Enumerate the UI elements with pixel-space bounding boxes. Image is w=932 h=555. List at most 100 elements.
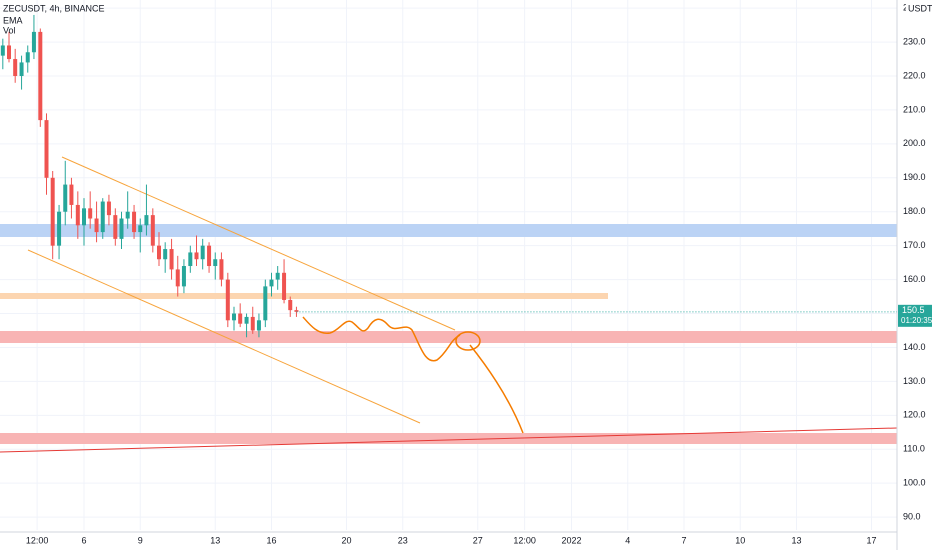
x-tick-label: 23: [398, 535, 408, 545]
candle-body: [294, 310, 299, 312]
x-tick-label: 16: [266, 535, 276, 545]
y-tick-label: 170.0: [903, 240, 926, 250]
candle-body: [275, 272, 280, 280]
y-tick-label: 180.0: [903, 206, 926, 216]
candle-body: [194, 252, 199, 260]
projection-path: [469, 344, 524, 434]
candle-body: [113, 215, 118, 239]
candle-body: [213, 259, 218, 267]
y-tick-label: 120.0: [903, 410, 926, 420]
x-tick-label: 7: [681, 535, 686, 545]
candle-body: [175, 269, 180, 287]
x-tick-label: 12:00: [26, 535, 49, 545]
candle-body: [7, 45, 11, 60]
candle-body: [256, 320, 261, 331]
candle-body: [219, 259, 224, 280]
chart-title: ZECUSDT, 4h, BINANCE: [3, 3, 105, 13]
candle-body: [288, 299, 293, 311]
x-tick-label: 13: [210, 535, 220, 545]
candle-body: [207, 245, 212, 267]
x-tick-label: 12:00: [513, 535, 536, 545]
candle-body: [100, 201, 105, 233]
candle-body: [0, 45, 5, 56]
candle-body: [106, 201, 111, 216]
y-tick-label: 140.0: [903, 342, 926, 352]
candle-body: [200, 245, 205, 260]
x-tick-label: 13: [791, 535, 801, 545]
candle-body: [88, 208, 93, 219]
candle-body: [50, 177, 55, 246]
projection-path: [302, 316, 461, 362]
projection-circle: [455, 331, 481, 351]
candle-body: [82, 208, 86, 226]
candle-body: [163, 249, 168, 260]
candle-body: [75, 204, 80, 226]
x-tick-label: 10: [735, 535, 745, 545]
y-tick-label: 210.0: [903, 104, 926, 114]
candle-body: [57, 211, 62, 246]
x-tick-label: 20: [341, 535, 351, 545]
x-tick-label: 6: [81, 535, 86, 545]
axes: 90.0100.0110.0120.0130.0140.0150.0160.01…: [26, 3, 932, 545]
candle-body: [150, 215, 155, 246]
candle-body: [138, 225, 143, 233]
x-tick-label: 2022: [561, 535, 581, 545]
candle-body: [44, 120, 49, 178]
y-tick-label: 200.0: [903, 138, 926, 148]
y-tick-label: 110.0: [903, 444, 925, 454]
level-zone: [0, 293, 608, 299]
candle-body: [250, 316, 255, 331]
candle-body: [232, 313, 236, 321]
trend-line: [0, 427, 898, 453]
resistance-zone: [0, 224, 897, 237]
last-price-box: [898, 304, 932, 327]
candle-body: [263, 286, 268, 321]
y-tick-label: 100.0: [903, 478, 926, 488]
candles: [0, 14, 299, 338]
x-tick-label: 4: [625, 535, 630, 545]
indicator: Vol: [3, 25, 16, 35]
y-tick-label: 2: [903, 3, 908, 13]
candle-body: [125, 211, 130, 219]
candle-body: [144, 215, 149, 226]
candle-body: [181, 266, 186, 287]
candle-body: [157, 245, 161, 260]
support-zone: [0, 433, 897, 444]
indicator: EMA: [3, 15, 23, 25]
y-tick-label: 230.0: [903, 36, 926, 46]
last-price: 150.5: [902, 305, 925, 315]
y-tick-label: 160.0: [903, 274, 926, 284]
candle-body: [94, 218, 99, 233]
y-tick-label: 220.0: [903, 70, 926, 80]
candle-body: [244, 316, 249, 324]
x-tick-label: 9: [138, 535, 143, 545]
candle-body: [238, 313, 243, 324]
candle-body: [188, 252, 193, 267]
candle-body: [13, 59, 18, 77]
channel-line: [27, 249, 421, 424]
y-tick-label: 130.0: [903, 376, 926, 386]
unit-box: [906, 1, 932, 15]
candle-body: [38, 31, 43, 121]
candle-body: [63, 184, 68, 212]
candle-body: [282, 272, 287, 300]
candle-body: [69, 184, 74, 205]
candle-body: [169, 249, 174, 270]
candle-body: [25, 52, 30, 63]
candle-body: [225, 279, 230, 321]
candle-body: [19, 62, 24, 77]
y-tick-label: 90.0: [903, 511, 921, 521]
candle-body: [269, 279, 274, 287]
countdown: 01:20:35: [901, 316, 932, 325]
y-unit: USDT: [908, 3, 932, 13]
y-tick-label: 190.0: [903, 172, 926, 182]
x-tick-label: 27: [473, 535, 483, 545]
channel-line: [61, 156, 456, 331]
candle-body: [132, 211, 137, 233]
x-tick-label: 17: [866, 535, 876, 545]
candle-body: [31, 31, 36, 53]
candle-body: [119, 218, 124, 239]
support-zone: [0, 331, 897, 343]
